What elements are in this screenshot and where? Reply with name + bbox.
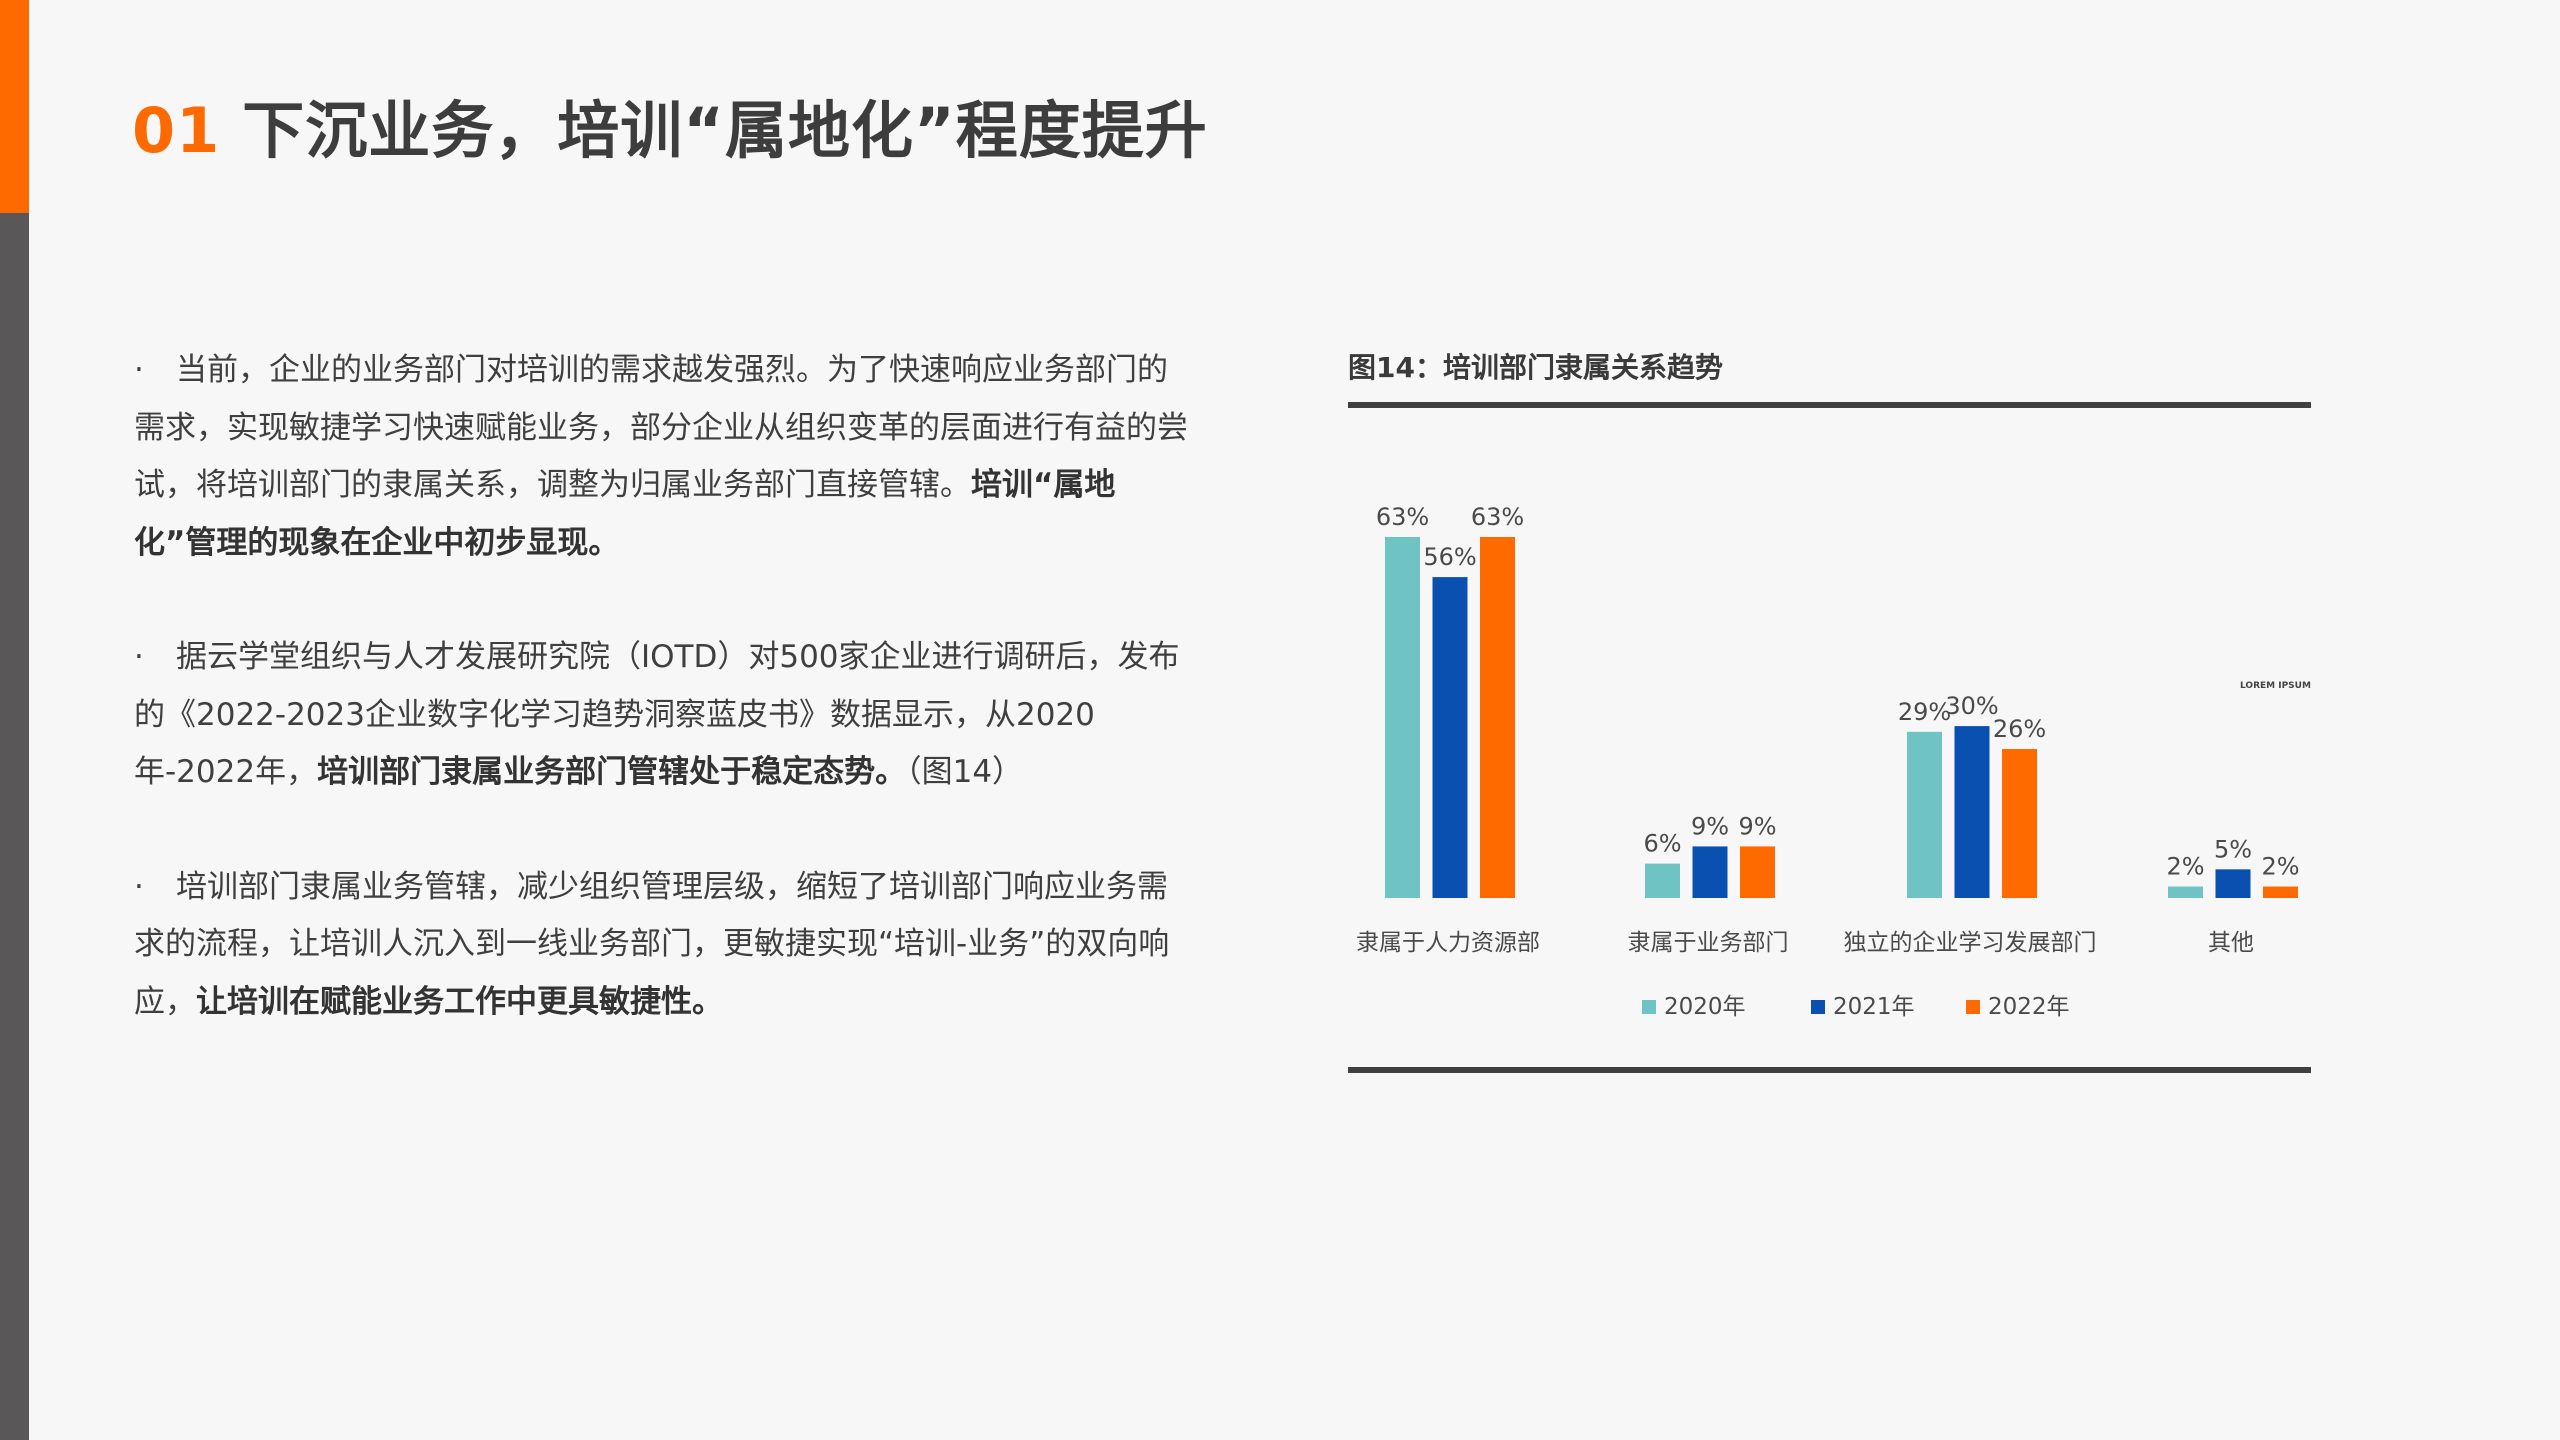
bar [2168, 886, 2203, 898]
bar [2263, 886, 2298, 898]
legend-swatch [1811, 1000, 1825, 1014]
data-label: 9% [1691, 812, 1729, 840]
data-label: 63% [1471, 503, 1524, 531]
paragraph-text: 当前，企业的业务部门对培训的需求越发强烈。为了快速响应业务部门的需求，实现敏捷学… [134, 352, 1188, 503]
bar [1740, 846, 1775, 898]
bullet-dot: · [134, 868, 144, 905]
paragraph-2: · 据云学堂组织与人才发展研究院（IOTD）对500家企业进行调研后，发布的《20… [134, 629, 1190, 802]
data-label: 2% [2166, 853, 2204, 881]
bar-chart: 63% 56% 63% 隶属于人力资源部 6% 9% 9% 隶属于业务部门 29%30%26% 独… [1356, 503, 2300, 1020]
paragraph-3: · 培训部门隶属业务管辖，减少组织管理层级，缩短了培训部门响应业务需求的流程，让培… [134, 859, 1190, 1032]
chart-title: 图14：培训部门隶属关系趋势 [1348, 351, 1723, 384]
lorem-label: LOREM IPSUM [2240, 681, 2311, 691]
bullet-dot: · [134, 352, 144, 388]
data-label: 30% [1945, 692, 1998, 720]
paragraph-highlight: 培训部门隶属业务部门管辖处于稳定态势。 [317, 754, 907, 790]
category-label: 隶属于人力资源部 [1356, 930, 1540, 956]
chart-top-rule [1348, 402, 2311, 408]
chart-bottom-rule [1348, 1067, 2311, 1073]
bar [2002, 749, 2037, 898]
paragraph-text: 据云学堂组织与人才发展研究院（IOTD）对500家企业进行调研后，发布的《202… [134, 639, 1180, 790]
data-label: 63% [1376, 503, 1429, 531]
legend-label: 2022年 [1988, 994, 2070, 1020]
legend-label: 2021年 [1833, 994, 1915, 1020]
data-label: 29% [1898, 698, 1951, 726]
paragraph-tail: （图14） [906, 754, 1024, 790]
section-number: 01 [132, 94, 221, 167]
paragraph-highlight: 培训“属地化”管理的现象在企业中初步显现。 [134, 467, 1116, 561]
legend-swatch [1966, 1000, 1980, 1014]
data-label: 9% [1738, 812, 1776, 840]
data-label: 6% [1643, 830, 1681, 858]
bar [1432, 577, 1468, 898]
data-label: 5% [2214, 835, 2252, 863]
legend-label: 2020年 [1664, 994, 1746, 1020]
data-label: 26% [1993, 715, 2046, 743]
bar [1645, 863, 1680, 898]
paragraph-text: 培训部门隶属业务管辖，减少组织管理层级，缩短了培训部门响应业务需求的流程，让培训… [134, 868, 1170, 1020]
data-label: 56% [1423, 543, 1476, 571]
bar [1480, 537, 1515, 898]
paragraph-highlight: 让培训在赋能业务工作中更具敏捷性。 [196, 983, 723, 1020]
data-label: 2% [2261, 853, 2299, 881]
sidebar-strip [0, 213, 29, 1440]
title-text: 下沉业务，培训“属地化”程度提升 [242, 94, 1208, 167]
paragraph-1: · 当前，企业的业务部门对培训的需求越发强烈。为了快速响应业务部门的需求，实现敏捷… [134, 342, 1190, 572]
bar [1954, 726, 1990, 898]
body-text: · 当前，企业的业务部门对培训的需求越发强烈。为了快速响应业务部门的需求，实现敏捷… [134, 342, 1190, 1088]
bullet-dot: · [134, 639, 144, 675]
bar [1385, 537, 1420, 898]
bar [1907, 731, 1942, 898]
category-label: 隶属于业务部门 [1628, 930, 1789, 956]
page-title: 01 下沉业务，培训“属地化”程度提升 [132, 80, 1208, 170]
category-label: 独立的企业学习发展部门 [1844, 930, 2097, 956]
bar [2215, 869, 2251, 898]
bar [1692, 846, 1728, 898]
category-label: 其他 [2208, 930, 2254, 956]
legend-swatch [1642, 1000, 1656, 1014]
accent-bar [0, 0, 29, 213]
